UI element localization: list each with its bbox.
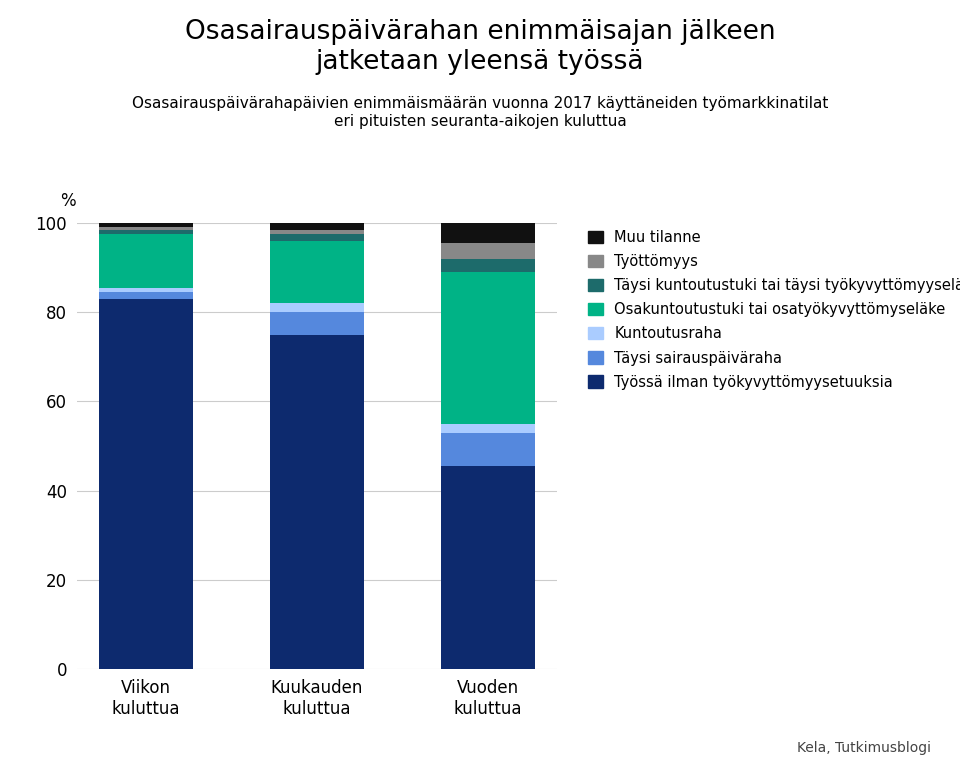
Bar: [270, 235, 364, 241]
Bar: [270, 223, 364, 230]
Text: Osasairauspäivärahapäivien enimmäismäärän vuonna 2017 käyttäneiden työmarkkinati: Osasairauspäivärahapäivien enimmäismäärä…: [132, 96, 828, 128]
Bar: [270, 303, 364, 312]
Text: %: %: [60, 191, 76, 210]
Text: Osasairauspäivärahan enimmäisajan jälkeen
jatketaan yleensä työssä: Osasairauspäivärahan enimmäisajan jälkee…: [184, 19, 776, 75]
Text: Kela, Tutkimusblogi: Kela, Tutkimusblogi: [797, 741, 931, 755]
Bar: [270, 230, 364, 235]
Bar: [441, 466, 535, 669]
Bar: [441, 223, 535, 243]
Bar: [99, 230, 193, 235]
Bar: [270, 312, 364, 335]
Bar: [99, 235, 193, 288]
Legend: Muu tilanne, Työttömyys, Täysi kuntoutustuki tai täysi työkyvyttömyyseläke, Osak: Muu tilanne, Työttömyys, Täysi kuntoutus…: [588, 230, 960, 390]
Bar: [441, 272, 535, 424]
Bar: [441, 424, 535, 433]
Bar: [99, 288, 193, 292]
Bar: [270, 335, 364, 669]
Bar: [441, 258, 535, 272]
Bar: [441, 243, 535, 258]
Bar: [441, 433, 535, 466]
Bar: [270, 241, 364, 303]
Bar: [99, 292, 193, 299]
Bar: [99, 299, 193, 669]
Bar: [99, 223, 193, 228]
Bar: [99, 228, 193, 230]
